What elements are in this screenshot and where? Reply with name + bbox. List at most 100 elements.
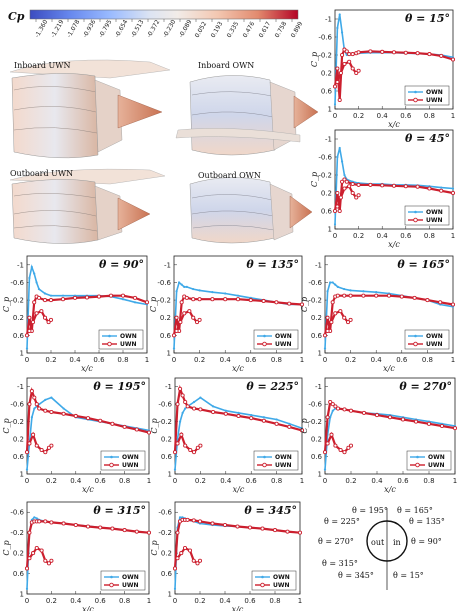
uwn-data-point [361,410,367,415]
legend-own-marker [414,210,417,214]
x-axis-label: x/c [82,485,94,494]
own-data-point [173,587,177,590]
uwn-data-point [197,558,203,563]
uwn-data-point [354,195,359,200]
y-axis-label: C_p [2,418,11,433]
uwn-data-point [368,49,373,54]
legend-own-label: OWN [426,209,443,216]
uwn-data-point [198,407,203,412]
uwn-data-point [172,450,178,455]
panel-title: θ = 270° [399,380,452,393]
uwn-data-point [197,519,203,524]
own-data-point [172,347,176,350]
x-tick-label: 0 [25,597,29,605]
x-tick-label: 0.2 [195,477,206,485]
uwn-data-point [175,402,180,407]
cp-plot-panel: 0 0.2 0.4 0.6 0.8 1 -1 -0.6 -0.2 0.2 0.6 1 x/c C_p θ =… [300,255,455,373]
cp-plot-panel: 0 0.2 0.4 0.6 0.8 1 -0.6 -0.2 0.2 0.6 1 x/c C_p θ = 3… [150,501,302,611]
uwn-data-point [191,558,196,563]
panel-title: θ = 45° [405,132,450,145]
uwn-data-point [27,530,32,535]
own-data-point [329,281,332,284]
x-tick-label: 0.6 [397,477,409,485]
uwn-data-point [98,525,103,530]
y-tick-label: 1 [318,471,322,479]
uwn-data-point [60,297,66,302]
own-data-point [323,347,327,350]
y-tick-label: -0.2 [318,172,332,180]
uwn-data-point [223,297,228,302]
legend-uwn-marker [415,462,420,468]
own-data-point [236,294,240,297]
uwn-data-point [272,528,278,533]
own-data-point [192,400,196,404]
own-data-point [181,411,184,415]
y-tick-label: 0.2 [161,436,172,444]
uwn-data-point [191,297,196,302]
own-data-point [212,405,215,408]
legend-own-marker [108,334,111,338]
uwn-data-point [84,295,90,300]
uwn-data-point [348,293,353,298]
uwn-data-point [350,181,355,187]
x-tick-label: 0.8 [119,597,130,605]
x-tick-label: 0.6 [396,356,408,364]
uwn-data-point [332,208,338,214]
schematic-angle-label: θ = 15° [393,571,424,580]
cp-plot-panel: 0 0.2 0.4 0.6 0.8 1 -1 -0.6 -0.2 0.2 0.6 1 x/c C_p θ =… [150,377,304,494]
uwn-data-point [249,416,254,421]
uwn-data-point [450,190,456,196]
uwn-data-point [380,49,385,54]
uwn-data-point [439,188,444,193]
legend-own-marker [263,334,266,338]
uwn-data-point [403,184,408,189]
uwn-data-point [178,386,183,391]
uwn-data-point [34,545,39,551]
uwn-data-point [134,529,139,534]
own-data-point [338,13,341,16]
uwn-series-line [323,294,454,336]
uwn-data-point [325,315,330,320]
uwn-data-point [335,293,340,298]
uwn-data-point [374,413,380,418]
colorbar: Cp -1.360 -1.219 -1.078 -0.936 -0.795 -0.654-… [8,9,304,39]
uwn-data-point [179,432,184,437]
x-tick-label: 1 [451,112,455,120]
y-axis-label: C_p [310,52,319,67]
uwn-data-point [187,548,193,553]
uwn-data-point [110,526,115,531]
own-data-point [333,103,337,106]
uwn-data-point [342,407,347,412]
y-tick-label: 0.2 [13,550,24,558]
own-data-point [43,292,47,295]
cp-plot-panel: 0 0.2 0.4 0.6 0.8 1 -0.6 -0.2 0.2 0.6 1 x/c C_p θ = 3… [2,501,151,611]
uwn-data-point [374,293,379,298]
uwn-data-point [236,413,241,419]
uwn-data-point [340,179,345,184]
own-data-point [50,396,53,399]
own-data-point [198,289,201,292]
x-axis-label: x/c [383,364,395,373]
own-data-point [338,146,341,150]
uwn-data-point [335,190,340,196]
uwn-data-point [174,315,179,320]
uwn-data-point [222,522,228,528]
uwn-data-point [191,518,196,523]
x-tick-label: 0.8 [423,477,434,485]
x-axis-label: x/c [384,485,396,494]
own-data-point [25,347,29,350]
uwn-data-point [426,421,432,426]
y-axis-label: C_p [150,540,159,555]
y-axis-label: C_p [310,172,319,187]
nacelle-inboard-uwn: Inboard UWN [9,59,171,159]
uwn-data-point [46,320,51,325]
own-series-line [174,396,303,470]
uwn-data-point [210,297,215,302]
uwn-data-point [43,450,48,455]
uwn-data-point [32,300,37,305]
y-tick-label: 0.2 [160,314,171,322]
x-tick-label: 0.6 [245,356,257,364]
y-tick-label: 1 [20,471,24,479]
uwn-data-point [400,417,406,422]
uwn-data-point [43,408,48,413]
